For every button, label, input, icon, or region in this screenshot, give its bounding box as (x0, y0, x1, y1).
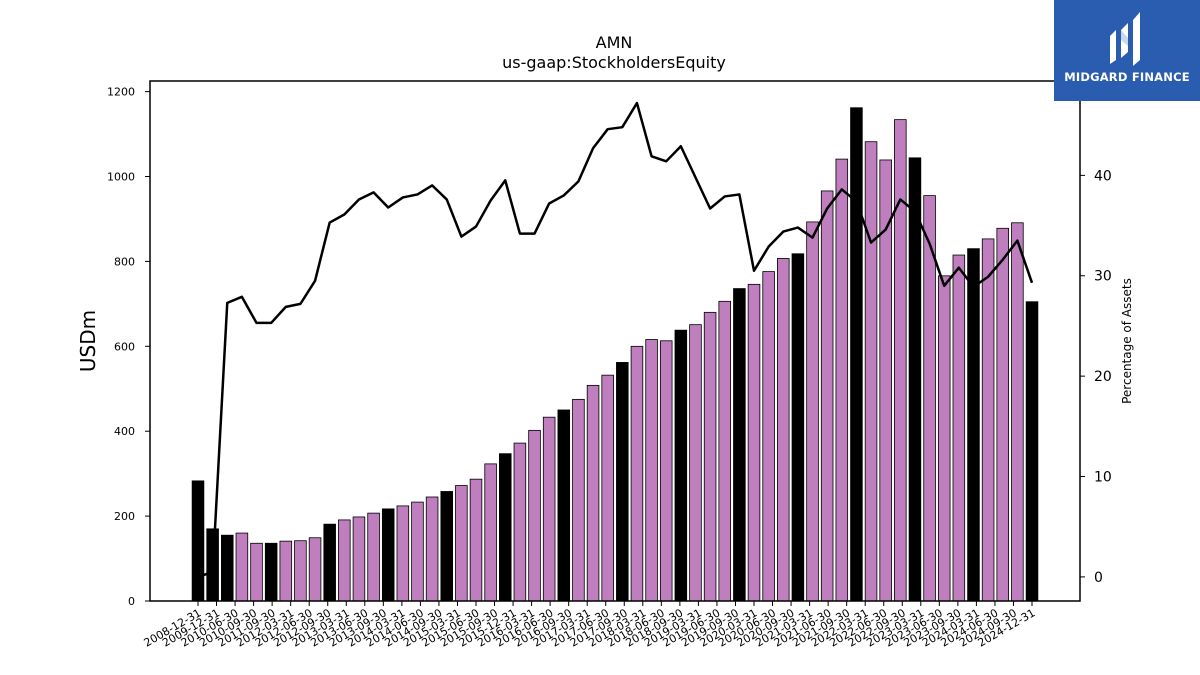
bar (616, 362, 629, 602)
bar (689, 324, 702, 602)
bar (425, 496, 439, 602)
y2-tick-label: 30 (1094, 269, 1112, 285)
bar (469, 478, 483, 602)
bar (674, 329, 688, 602)
axes: 0200400600800100012000102030402008-12-31… (107, 80, 1112, 650)
bar (733, 288, 746, 602)
bar (937, 275, 951, 602)
bar (864, 141, 878, 602)
y2-tick-label: 0 (1094, 570, 1103, 586)
y-tick-label: 600 (114, 340, 135, 353)
bar (455, 485, 468, 602)
y-tick-label: 200 (114, 510, 135, 523)
bar (1011, 222, 1024, 602)
bar (381, 508, 395, 602)
bar (308, 537, 322, 602)
bar (440, 491, 453, 602)
bar (367, 512, 380, 602)
bar (850, 107, 863, 602)
bar-series (191, 107, 1039, 602)
bar (952, 254, 966, 602)
y-tick-label: 800 (114, 255, 135, 268)
bar (396, 505, 410, 602)
y-tick-label: 400 (114, 425, 135, 438)
midgard-logo-icon (1110, 12, 1140, 66)
chart-subtitle: us-gaap:StockholdersEquity (502, 53, 726, 72)
bar (513, 442, 527, 602)
bar (820, 190, 834, 602)
bar (703, 311, 717, 602)
bar (996, 227, 1009, 602)
bar (630, 345, 644, 602)
chart-title: AMN (596, 33, 633, 52)
bar (499, 453, 512, 602)
bar (835, 158, 849, 602)
percentage-line (197, 101, 1034, 579)
bar (879, 159, 892, 602)
bar (806, 221, 819, 602)
bar (908, 157, 922, 602)
bar (250, 542, 263, 602)
bar (294, 540, 307, 602)
bar (279, 540, 293, 602)
percentage-line-series (197, 101, 1034, 579)
bar (1025, 301, 1039, 602)
bar (323, 523, 336, 602)
y-tick-label: 1000 (107, 171, 135, 184)
brand-logo: MIDGARD FINANCE (1054, 0, 1200, 101)
bar (645, 339, 658, 602)
y-tick-label: 0 (128, 595, 135, 608)
bar (191, 480, 205, 602)
bar (235, 532, 249, 602)
bar (762, 271, 775, 602)
bar (557, 409, 571, 602)
bar (586, 384, 600, 602)
bar (338, 519, 351, 602)
bar (528, 429, 541, 602)
bar (411, 501, 424, 602)
bar (542, 416, 556, 602)
y2-tick-label: 40 (1094, 168, 1112, 184)
bar (791, 253, 805, 602)
bar (981, 238, 995, 602)
bar (718, 300, 731, 602)
bar (777, 258, 790, 602)
bar (659, 340, 673, 602)
y2-tick-label: 20 (1094, 369, 1112, 385)
y2-axis-label: Percentage of Assets (1120, 278, 1134, 404)
y-axis-label: USDm (76, 310, 100, 372)
bar (967, 248, 980, 602)
brand-name: MIDGARD FINANCE (1064, 70, 1190, 84)
plot-frame (149, 80, 1081, 602)
y-tick-label: 1200 (107, 86, 135, 99)
bar (601, 374, 614, 602)
bar (352, 516, 366, 602)
bar (572, 398, 585, 602)
bar (747, 283, 761, 602)
bar (221, 534, 234, 602)
bar (264, 542, 278, 602)
bar (484, 463, 497, 602)
bar (894, 119, 907, 602)
y2-tick-label: 10 (1094, 470, 1112, 486)
